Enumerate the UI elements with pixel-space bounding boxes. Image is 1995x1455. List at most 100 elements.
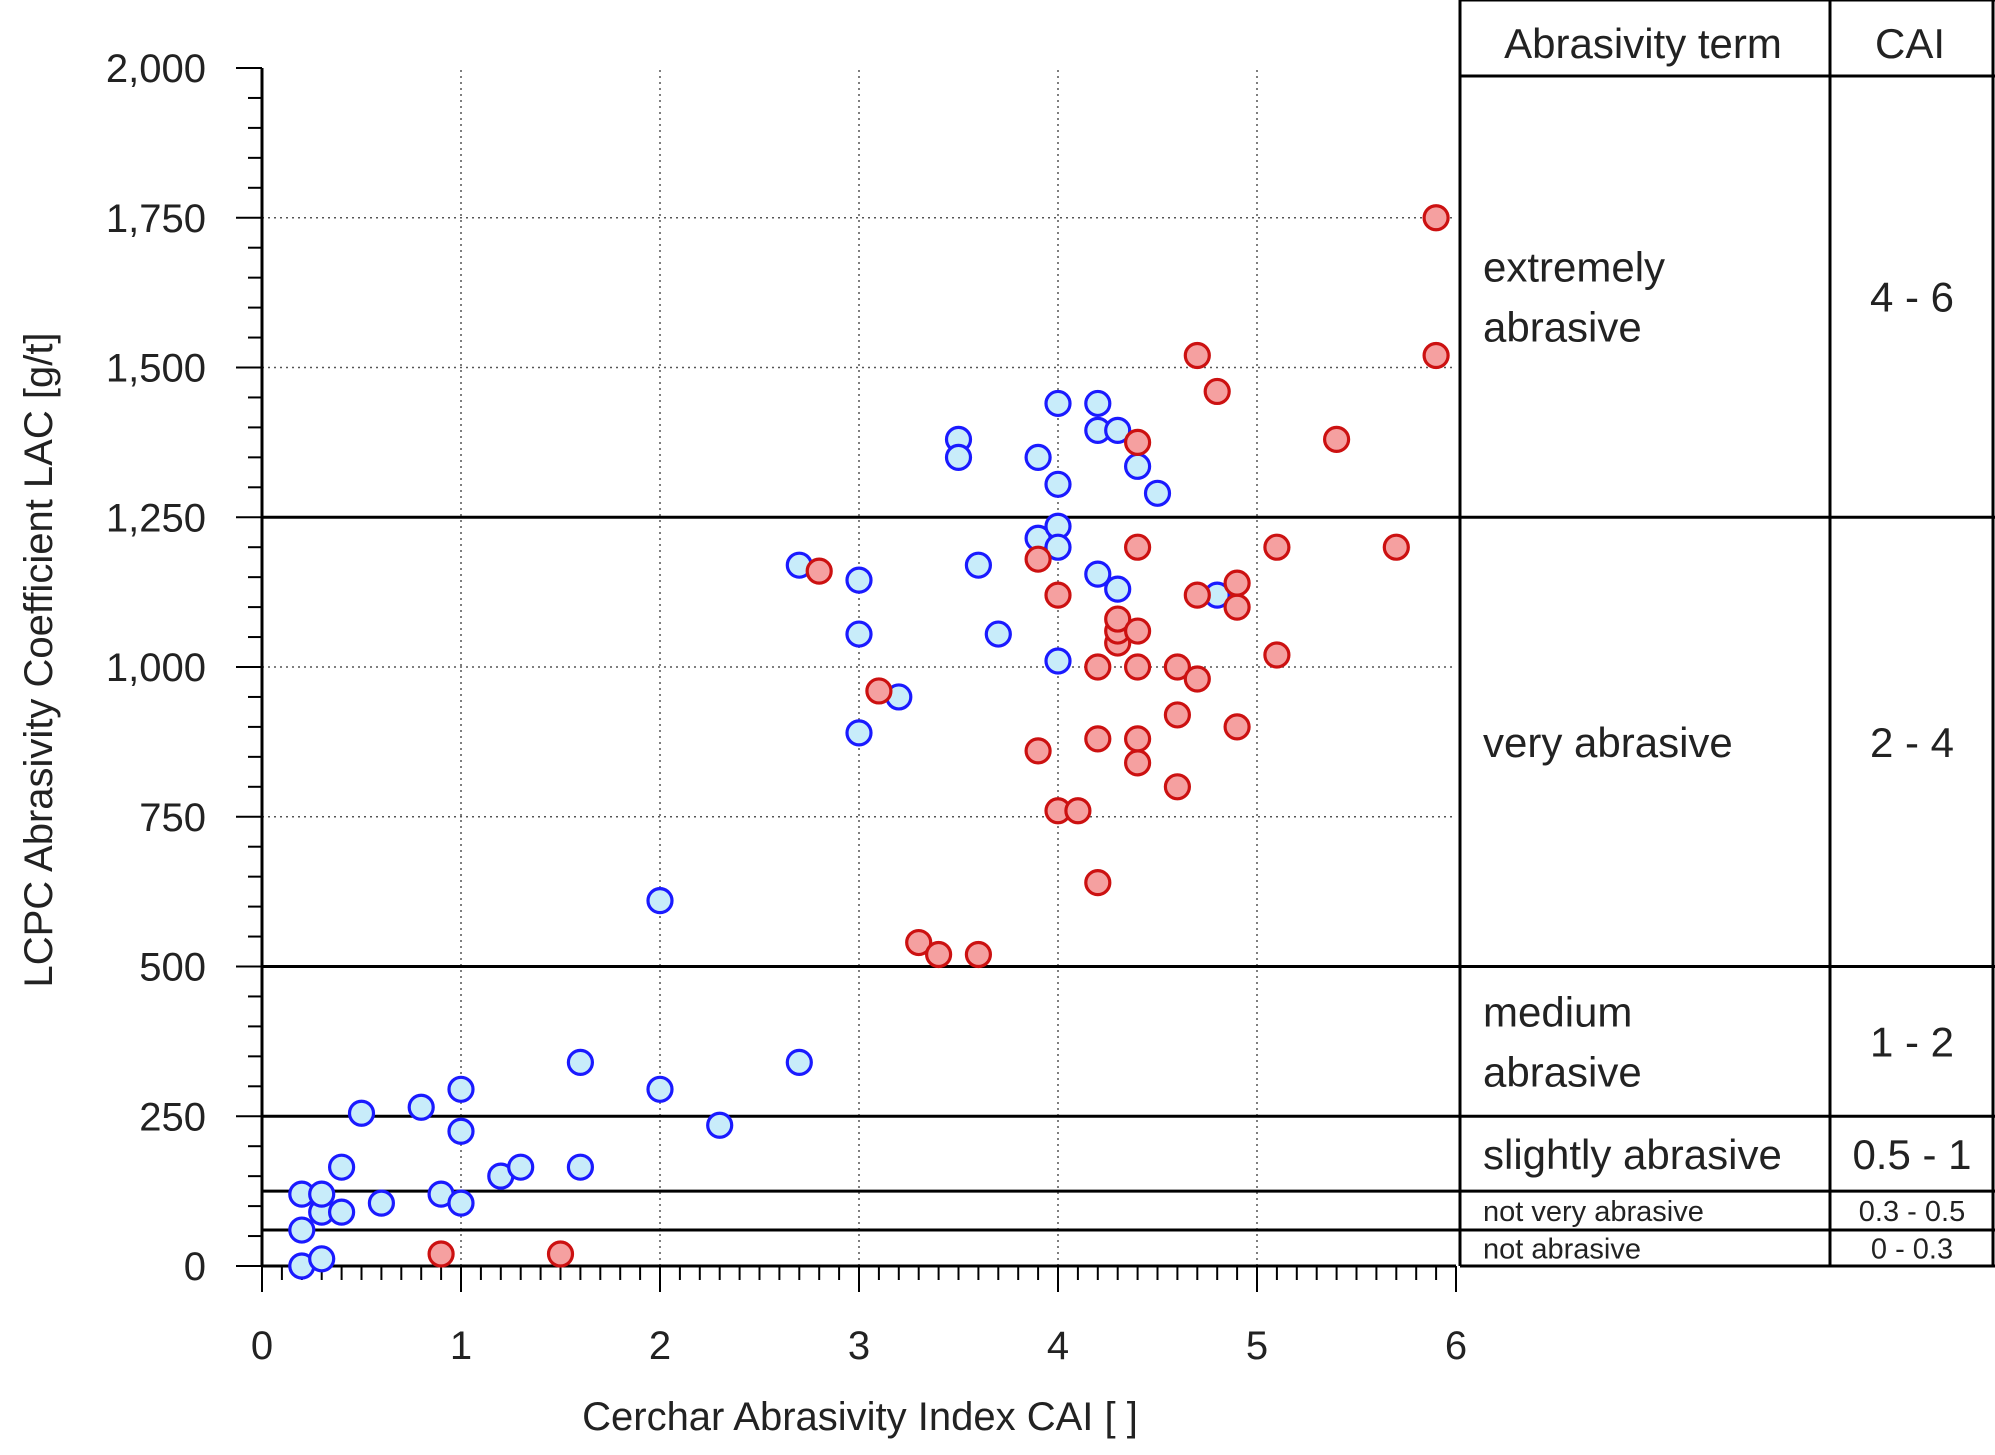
abrasivity-term-label: not abrasive xyxy=(1483,1233,1641,1265)
cai-range-label: 0.5 - 1 xyxy=(1852,1131,1971,1178)
data-point-blue xyxy=(447,1075,475,1103)
data-point-red xyxy=(1163,773,1192,801)
table-header-cai: CAI xyxy=(1875,20,1945,67)
data-point-blue xyxy=(1024,443,1052,471)
cai-range-label: 0.3 - 0.5 xyxy=(1859,1196,1965,1228)
data-point-blue xyxy=(566,1153,595,1181)
table-header-term: Abrasivity term xyxy=(1504,20,1782,67)
data-point-blue xyxy=(964,551,993,579)
data-point-blue xyxy=(308,1245,336,1273)
data-point-red xyxy=(546,1240,575,1268)
data-point-red xyxy=(1183,341,1211,370)
abrasivity-term-label: very abrasive xyxy=(1483,719,1733,766)
cai-range-label: 0 - 0.3 xyxy=(1871,1233,1953,1265)
data-point-blue xyxy=(785,1048,813,1076)
data-point-blue xyxy=(1044,389,1072,418)
data-point-blue xyxy=(845,620,873,648)
data-point-red xyxy=(1064,797,1092,825)
abrasivity-term-label: abrasive xyxy=(1483,304,1642,351)
cai-range-label: 1 - 2 xyxy=(1870,1018,1954,1065)
data-point-red xyxy=(1123,725,1152,753)
data-point-blue xyxy=(845,566,873,594)
data-point-blue xyxy=(328,1153,356,1181)
data-point-blue xyxy=(566,1048,595,1076)
y-tick-label: 1,750 xyxy=(106,197,206,241)
data-point-red xyxy=(1123,749,1152,777)
x-axis-title: Cerchar Abrasivity Index CAI [ ] xyxy=(582,1395,1138,1439)
abrasivity-term-label: medium xyxy=(1483,988,1632,1035)
data-point-blue xyxy=(288,1216,316,1244)
x-tick-label: 4 xyxy=(1047,1324,1069,1368)
data-point-blue xyxy=(407,1093,435,1121)
data-point-blue xyxy=(447,1189,475,1217)
data-point-blue xyxy=(347,1099,376,1127)
x-tick-label: 6 xyxy=(1445,1324,1467,1368)
data-point-blue xyxy=(1084,560,1112,588)
data-point-red xyxy=(1123,617,1152,645)
data-point-red xyxy=(1422,204,1450,232)
y-tick-label: 1,500 xyxy=(106,347,206,391)
data-point-blue xyxy=(367,1189,395,1217)
x-tick-label: 5 xyxy=(1246,1324,1268,1368)
data-point-blue xyxy=(447,1117,475,1145)
y-tick-label: 0 xyxy=(184,1245,206,1289)
data-point-red xyxy=(1024,737,1052,765)
x-tick-label: 2 xyxy=(649,1324,671,1368)
data-point-red xyxy=(1203,377,1231,406)
data-point-blue xyxy=(845,719,873,747)
data-point-blue xyxy=(984,620,1012,648)
x-tick-label: 1 xyxy=(450,1324,472,1368)
y-tick-label: 1,250 xyxy=(106,496,206,540)
data-point-red xyxy=(1084,653,1112,681)
data-point-red xyxy=(1123,428,1152,456)
data-point-red xyxy=(1322,425,1351,453)
data-point-blue xyxy=(1143,479,1172,507)
abrasivity-term-label: extremely xyxy=(1483,244,1665,291)
data-point-red xyxy=(1382,533,1410,561)
data-point-red xyxy=(1263,533,1291,561)
data-point-red xyxy=(1223,593,1251,621)
y-tick-label: 750 xyxy=(139,796,206,840)
data-point-red xyxy=(1422,341,1450,370)
data-point-blue xyxy=(328,1198,356,1226)
y-tick-label: 500 xyxy=(139,946,206,990)
data-point-red xyxy=(1163,653,1192,681)
cai-range-label: 2 - 4 xyxy=(1870,719,1954,766)
data-point-blue xyxy=(1044,647,1072,675)
data-point-red xyxy=(1163,701,1192,729)
data-points xyxy=(288,204,1450,1280)
data-point-blue xyxy=(1123,452,1152,480)
cai-range-label: 4 - 6 xyxy=(1870,274,1954,321)
abrasivity-term-label: slightly abrasive xyxy=(1483,1131,1782,1178)
axes: 0 1 2 3 4 5 6 0 250 500 750 1,000 1,250 1,500 1,750 2,0… xyxy=(106,47,1467,1368)
y-tick-label: 250 xyxy=(139,1095,206,1139)
classification-table: Abrasivity term CAI extremely abrasive 4 - 6… xyxy=(262,0,1995,1268)
data-point-blue xyxy=(308,1180,336,1208)
data-point-red xyxy=(865,677,893,705)
data-point-red xyxy=(1044,581,1072,609)
y-tick-label: 2,000 xyxy=(106,47,206,91)
data-point-blue xyxy=(1044,533,1072,561)
data-point-blue xyxy=(1104,575,1132,603)
abrasivity-term-label: not very abrasive xyxy=(1483,1196,1704,1228)
data-point-red xyxy=(1084,869,1112,897)
abrasivity-term-label: abrasive xyxy=(1483,1048,1642,1095)
data-point-blue xyxy=(1104,416,1132,444)
data-point-red xyxy=(964,940,993,969)
data-point-blue xyxy=(1044,470,1072,498)
data-point-blue xyxy=(646,1075,674,1103)
y-tick-label: 1,000 xyxy=(106,646,206,690)
x-tick-label: 3 xyxy=(848,1324,870,1368)
data-point-blue xyxy=(1084,389,1112,418)
data-point-red xyxy=(427,1240,455,1268)
data-point-red xyxy=(1183,581,1211,609)
data-point-blue xyxy=(507,1153,535,1181)
data-point-red xyxy=(1223,713,1251,741)
data-point-red xyxy=(1123,653,1152,681)
data-point-blue xyxy=(944,443,973,471)
data-point-red xyxy=(1263,641,1291,669)
data-point-red xyxy=(1104,605,1132,633)
data-point-blue xyxy=(646,887,674,915)
y-axis-title: LCPC Abrasivity Coefficient LAC [g/t] xyxy=(17,332,61,987)
data-point-red xyxy=(1084,725,1112,753)
